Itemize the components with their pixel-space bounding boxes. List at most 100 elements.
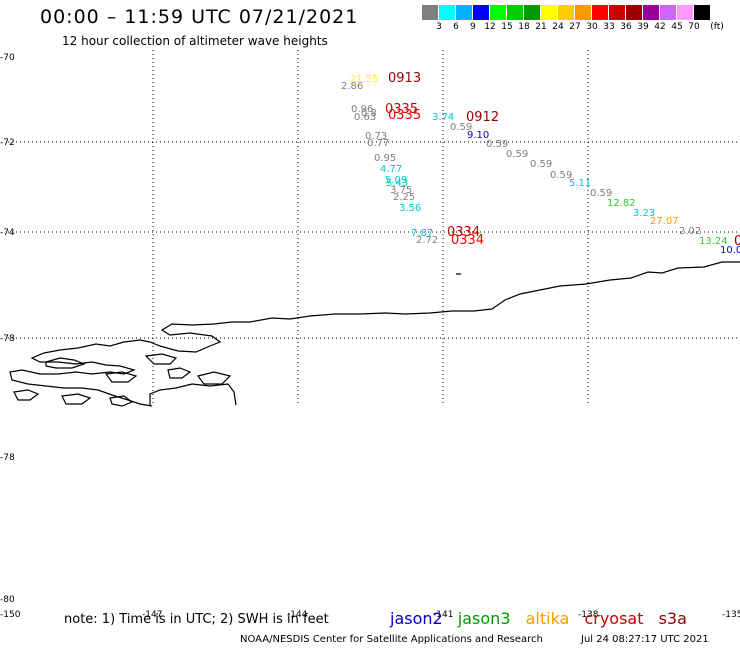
legend-tick-label: 12 [484,22,496,32]
legend-swatch [524,5,541,20]
wave-height-label: 0.77 [367,138,389,149]
legend-tick-label: 6 [453,22,459,32]
wave-height-labels: 21.552.860.960.80.63 3.740.599.100.730.77… [341,74,740,256]
pass-time-label: 0335 [388,108,421,123]
legend-tick-label: 39 [637,22,649,32]
wave-height-label: 0.59 [450,122,472,133]
satellite-legend: jason2 jason3 altika cryosat s3a [390,609,697,628]
legend-swatch [626,5,643,20]
legend-swatch [507,5,524,20]
legend-swatch [609,5,626,20]
pass-time-label: 0913 [388,71,421,86]
legend-swatch [422,5,439,20]
pass-time-label: 0 [734,234,740,249]
latitude-label: -78 [0,453,15,463]
wave-height-label: 2.72 [416,235,438,246]
color-legend: 3 6 9 12 15 18 21 24 27 30 33 36 39 42 45 70 (ft) [422,5,724,34]
wave-height-label: 2.86 [341,81,363,92]
wave-height-label: 13.24 [699,236,728,247]
legend-swatch [660,5,677,20]
legend-tick-label: 42 [654,22,666,32]
wave-height-label: 3.75 [390,185,412,196]
legend-tick-label: 36 [620,22,632,32]
longitude-label: -150 [0,610,21,620]
wave-height-label: 3.23 [633,208,655,219]
wave-height-label: 4.77 [380,164,402,175]
latitude-label: -80 [0,595,15,605]
longitude-label: -135 [722,610,740,620]
wave-height-label: 5.09 [385,175,407,186]
legend-tick-label: 18 [518,22,530,32]
legend-tick-label: 70 [688,22,700,32]
legend-tick-label: 9 [470,22,476,32]
latitude-label: -74 [0,228,15,238]
satellite-label-jason2: jason2 [390,609,443,628]
wave-height-label: 10.0 [720,245,740,256]
longitude-label: -147 [142,610,162,620]
wave-height-label: 2.02 [679,226,701,237]
satellite-label-cryosat: cryosat [584,609,644,628]
longitude-label: -144 [287,610,308,620]
coastline [9,261,740,407]
satellite-label-altika: altika [525,609,570,628]
latitude-label: -78 [0,334,15,344]
satellite-label-s3a: s3a [658,609,687,628]
wave-height-label: 0.73 [365,131,387,142]
legend-swatch [677,5,694,20]
legend-tick-label: 33 [603,22,615,32]
legend-tick-label: 30 [586,22,598,32]
wave-height-label: 0.95 [374,153,396,164]
legend-swatch [439,5,456,20]
wave-height-label: 0.59 [486,139,508,150]
page-subtitle: 12 hour collection of altimeter wave hei… [62,34,328,48]
legend-tick-label: 21 [535,22,547,32]
legend-swatch [643,5,660,20]
wave-height-label: 7.87 [411,228,433,239]
legend-tick-label: 3 [436,22,442,32]
legend-swatch [694,5,711,20]
footer-note: note: 1) Time is in UTC; 2) SWH is in fe… [64,612,329,627]
wave-height-label: 5.11 [569,178,591,189]
wave-height-label: 3.56 [399,203,421,214]
wave-height-label: 5.43 [386,178,408,189]
legend-tick-label: 24 [552,22,564,32]
legend-swatch [456,5,473,20]
legend-swatches [422,5,711,20]
pass-time-label: 0334 [451,233,484,248]
legend-tick-label: 15 [501,22,513,32]
wave-height-label: 0.8 [361,108,377,119]
wave-height-label: 9.10 [467,130,489,141]
credit-line: NOAA/NESDIS Center for Satellite Applica… [240,634,543,645]
satellite-label-jason3: jason3 [457,609,511,628]
latitude-labels: -70 -72 -74 -78 -78 -80 [0,53,15,605]
legend-swatch [541,5,558,20]
wave-height-label: 0.63 [354,112,376,123]
longitude-label: -138 [578,610,599,620]
pass-time-label: 0912 [466,110,499,125]
wave-height-label: 0.59 [550,170,572,181]
legend-swatch [558,5,575,20]
page-title: 00:00 – 11:59 UTC 07/21/2021 [40,6,359,28]
pass-time-label: 0335 [385,102,418,117]
wave-height-label: 0.59 [530,159,552,170]
wave-height-label: 3.74 [432,112,454,123]
pass-time-label: 0334 [447,225,480,240]
legend-swatch [575,5,592,20]
wave-height-label: 2.25 [393,192,415,203]
latitude-label: -70 [0,53,15,63]
legend-unit: (ft) [710,22,724,32]
wave-height-label: 0.59 [590,188,612,199]
legend-tick-label: 45 [671,22,683,32]
legend-ticks: 3 6 9 12 15 18 21 24 27 30 33 36 39 42 45 70 (ft) [422,20,724,34]
wave-height-label: 0.96 [351,104,373,115]
wave-height-label: 21.55 [350,74,379,85]
legend-swatch [473,5,490,20]
generation-timestamp: Jul 24 08:27:17 UTC 2021 [581,634,709,645]
longitude-labels: -150 -147 -144 -141 -138 -135 [0,610,740,620]
wave-height-label: 0.59 [506,149,528,160]
wave-height-label: 12.82 [607,198,636,209]
longitude-label: -141 [433,610,453,620]
legend-tick-label: 27 [569,22,581,32]
